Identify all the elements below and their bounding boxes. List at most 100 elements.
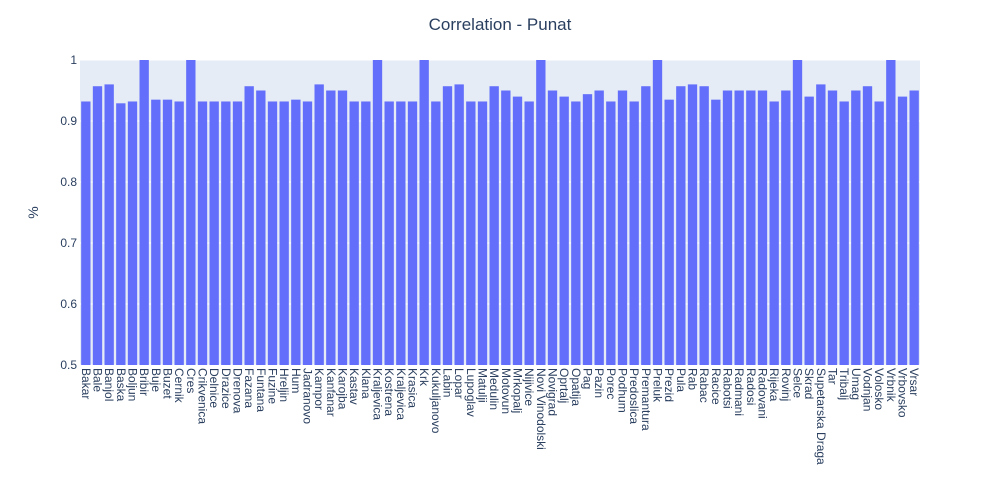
bar[interactable] — [407, 101, 418, 365]
bar[interactable] — [431, 101, 441, 365]
bar[interactable] — [606, 101, 616, 365]
bar[interactable] — [291, 99, 301, 366]
x-tick-label: Umag — [849, 368, 863, 400]
bar[interactable] — [862, 86, 873, 365]
bar[interactable] — [676, 86, 686, 365]
bar[interactable] — [524, 101, 534, 365]
x-tick-label: Hum — [289, 368, 303, 393]
bar[interactable] — [559, 96, 569, 365]
x-tick-label: Porec — [604, 368, 618, 399]
bar[interactable] — [477, 101, 488, 365]
bar[interactable] — [582, 94, 593, 365]
bar[interactable] — [197, 101, 208, 365]
x-tick-label: Nijivice — [522, 368, 536, 406]
bar[interactable] — [769, 101, 779, 365]
bar[interactable] — [874, 101, 884, 365]
bar[interactable] — [314, 84, 324, 366]
bar[interactable] — [804, 96, 814, 365]
bar[interactable] — [454, 84, 464, 366]
bar[interactable] — [279, 101, 289, 365]
bar[interactable] — [746, 90, 756, 366]
x-tick-label: Predoslica — [627, 368, 641, 424]
bar[interactable] — [326, 90, 336, 366]
bar[interactable] — [547, 90, 558, 366]
bar[interactable] — [722, 90, 733, 366]
bar[interactable] — [81, 101, 91, 365]
bar[interactable] — [734, 90, 744, 366]
bar[interactable] — [396, 101, 406, 365]
bar[interactable] — [302, 101, 313, 365]
bar[interactable] — [536, 60, 546, 365]
bar[interactable] — [116, 103, 126, 365]
bar[interactable] — [617, 90, 628, 366]
bar[interactable] — [162, 99, 173, 366]
x-tick-label: Selce — [791, 368, 805, 398]
bar[interactable] — [594, 90, 604, 366]
x-tick-label: Drazice — [219, 368, 233, 409]
bar[interactable] — [501, 90, 511, 366]
x-tick-label: Opatija — [569, 368, 583, 406]
bar[interactable] — [104, 84, 114, 366]
bar[interactable] — [512, 96, 523, 365]
bar[interactable] — [349, 101, 359, 365]
x-tick-label: Kraljevica — [394, 368, 408, 420]
x-tick-label: Bakar — [79, 368, 93, 399]
x-tick-label: Klana — [359, 368, 373, 399]
plot-area — [80, 60, 920, 365]
bar[interactable] — [792, 60, 803, 365]
x-tick-label: Racice — [709, 368, 723, 405]
x-tick-label: Skrad — [802, 368, 816, 399]
x-tick-label: Kastav — [347, 368, 361, 405]
bar[interactable] — [186, 60, 196, 365]
bar[interactable] — [652, 60, 663, 365]
bar[interactable] — [757, 90, 768, 366]
x-tick-label: Matulji — [476, 368, 490, 403]
bar[interactable] — [711, 99, 721, 366]
bar[interactable] — [256, 90, 266, 366]
bar[interactable] — [419, 60, 429, 365]
x-tick-label: Vrbnik — [884, 368, 898, 403]
bar[interactable] — [174, 101, 184, 365]
bar[interactable] — [909, 90, 919, 366]
bar[interactable] — [664, 99, 674, 366]
bar[interactable] — [337, 90, 348, 366]
bar[interactable] — [232, 101, 243, 365]
bar[interactable] — [687, 84, 698, 366]
bar[interactable] — [209, 101, 219, 365]
bar[interactable] — [244, 86, 254, 365]
bar[interactable] — [816, 84, 826, 366]
bar[interactable] — [92, 86, 103, 365]
bar[interactable] — [466, 101, 476, 365]
x-tick-label: Bale — [91, 368, 105, 392]
bar[interactable] — [372, 60, 383, 365]
bar[interactable] — [442, 86, 453, 365]
bar[interactable] — [827, 90, 838, 366]
bar[interactable] — [221, 101, 231, 365]
x-tick-label: Preluk — [651, 368, 665, 403]
bar[interactable] — [571, 101, 581, 365]
x-tick-label: Jadranovo — [301, 368, 315, 424]
bar[interactable] — [851, 90, 861, 366]
x-tick-label: Medulin — [487, 368, 501, 410]
bar[interactable] — [781, 90, 791, 366]
bar[interactable] — [839, 101, 849, 365]
x-tick-label: Buje — [149, 368, 163, 392]
x-tick-label: Karojba — [336, 368, 350, 410]
bar[interactable] — [629, 101, 639, 365]
x-tick-label: Tribalj — [837, 368, 851, 400]
bar[interactable] — [151, 99, 161, 366]
bar[interactable] — [641, 86, 651, 365]
bar[interactable] — [384, 101, 394, 365]
bar[interactable] — [139, 60, 149, 365]
y-tick-label: 0.9 — [60, 114, 77, 128]
chart-title: Correlation - Punat — [429, 15, 572, 34]
bar[interactable] — [489, 86, 499, 365]
bar[interactable] — [699, 86, 709, 365]
x-tick-label: Banjol — [102, 368, 116, 401]
bar[interactable] — [267, 101, 278, 365]
bar[interactable] — [127, 101, 138, 365]
bar[interactable] — [361, 101, 371, 365]
x-tick-label: Boljun — [126, 368, 140, 401]
bar[interactable] — [897, 96, 908, 365]
bar[interactable] — [886, 60, 896, 365]
